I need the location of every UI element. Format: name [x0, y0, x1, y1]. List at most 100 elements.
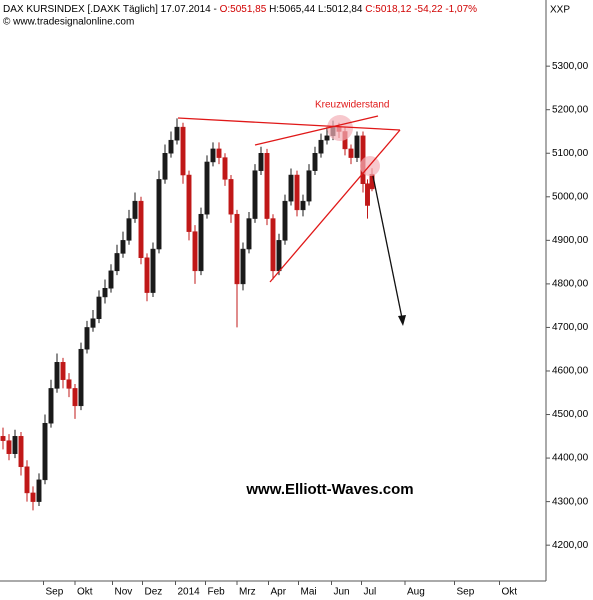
candle-body [282, 200, 288, 241]
candle-body [365, 183, 370, 206]
x-tick-label: Mai [301, 587, 317, 598]
candle-body [180, 126, 186, 176]
candle-body [162, 153, 168, 180]
copyright: © www.tradesignalonline.com [3, 17, 134, 28]
x-tick-label: 2014 [178, 587, 201, 598]
candle-body [12, 436, 18, 454]
candle-body [156, 179, 162, 250]
arrow-head [398, 315, 406, 326]
candle-body [264, 153, 270, 219]
header-part: O:5051,85 [220, 4, 267, 15]
candle-body [354, 135, 360, 158]
candle-body [60, 362, 66, 380]
candle-body [24, 466, 30, 494]
candle-body [324, 135, 330, 141]
candle-body [150, 248, 156, 293]
candle-body [186, 174, 192, 232]
axis-label: XXP [550, 5, 570, 16]
y-tick-label: 4900,00 [552, 235, 589, 246]
y-tick-label: 4200,00 [552, 540, 589, 551]
trend-line [254, 115, 379, 146]
candle-body [108, 270, 114, 289]
y-tick-label: 4400,00 [552, 453, 589, 464]
y-tick-label: 5300,00 [552, 61, 589, 72]
candle-body [312, 153, 318, 171]
candle-body [132, 200, 138, 219]
x-tick-label: Sep [46, 587, 64, 598]
header: DAX KURSINDEX [.DAXK Täglich] 17.07.2014… [3, 4, 477, 15]
x-tick-label: Jul [364, 587, 377, 598]
candle-body [204, 161, 210, 215]
candle-body [174, 126, 180, 141]
candle-body [234, 213, 240, 285]
y-tick-label: 5200,00 [552, 104, 589, 115]
candle-body [78, 348, 84, 407]
candle-body [288, 174, 294, 202]
x-tick-label: Mrz [239, 587, 256, 598]
candle-body [306, 170, 312, 202]
candle-body [72, 388, 78, 407]
candle-body [114, 253, 120, 272]
candle-body [84, 327, 90, 350]
candle-body [30, 492, 36, 502]
candle-body [144, 257, 150, 293]
y-tick-label: 4500,00 [552, 409, 589, 420]
candle-body [138, 200, 144, 259]
candle-body [168, 139, 174, 154]
x-tick-label: Sep [457, 587, 475, 598]
y-tick-label: 4300,00 [552, 496, 589, 507]
watermark: www.Elliott-Waves.com [245, 481, 413, 498]
candle-body [48, 388, 54, 424]
candle-body [252, 170, 258, 219]
x-tick-label: Aug [407, 587, 425, 598]
candle-body [0, 436, 6, 441]
candle-body [66, 379, 72, 389]
x-tick-label: Okt [77, 587, 93, 598]
candle-body [348, 148, 354, 158]
x-tick-label: Dez [145, 587, 163, 598]
y-tick-label: 4700,00 [552, 322, 589, 333]
y-tick-label: 5100,00 [552, 148, 589, 159]
candle-body [96, 296, 102, 319]
candle-body [258, 153, 264, 171]
candle-body [6, 440, 12, 454]
candle-body [216, 148, 222, 158]
y-tick-label: 4800,00 [552, 279, 589, 290]
candle-body [42, 422, 48, 481]
y-tick-label: 4600,00 [552, 366, 589, 377]
highlight [327, 115, 353, 141]
candle-body [222, 157, 228, 180]
candle-body [90, 318, 96, 328]
candle-body [102, 287, 108, 298]
x-tick-label: Nov [115, 587, 133, 598]
candle-body [120, 240, 126, 254]
y-tick-label: 5000,00 [552, 191, 589, 202]
candle-body [246, 218, 252, 250]
candle-body [300, 200, 306, 211]
candle-body [294, 174, 300, 211]
candle-body [276, 240, 282, 272]
candle-body [318, 139, 324, 154]
x-tick-label: Jun [334, 587, 350, 598]
header-part: H:5065,44 L:5012,84 [266, 4, 365, 15]
candle-body [270, 218, 276, 272]
candle-body [198, 213, 204, 272]
arrow [372, 175, 403, 319]
candle-body [192, 231, 198, 272]
annotation: Kreuzwiderstand [315, 100, 389, 111]
trend-line [269, 129, 401, 283]
x-tick-label: Apr [271, 587, 287, 598]
trend-line [177, 117, 401, 131]
x-tick-label: Feb [208, 587, 226, 598]
candle-body [36, 479, 42, 502]
candle-body [126, 218, 132, 241]
candle-body [54, 362, 60, 389]
candle-body [240, 248, 246, 285]
candle-body [18, 436, 24, 468]
candle-body [210, 148, 216, 163]
x-tick-label: Okt [502, 587, 518, 598]
header-part: DAX KURSINDEX [.DAXK Täglich] 17.07.2014… [3, 4, 220, 15]
candle-body [228, 179, 234, 215]
